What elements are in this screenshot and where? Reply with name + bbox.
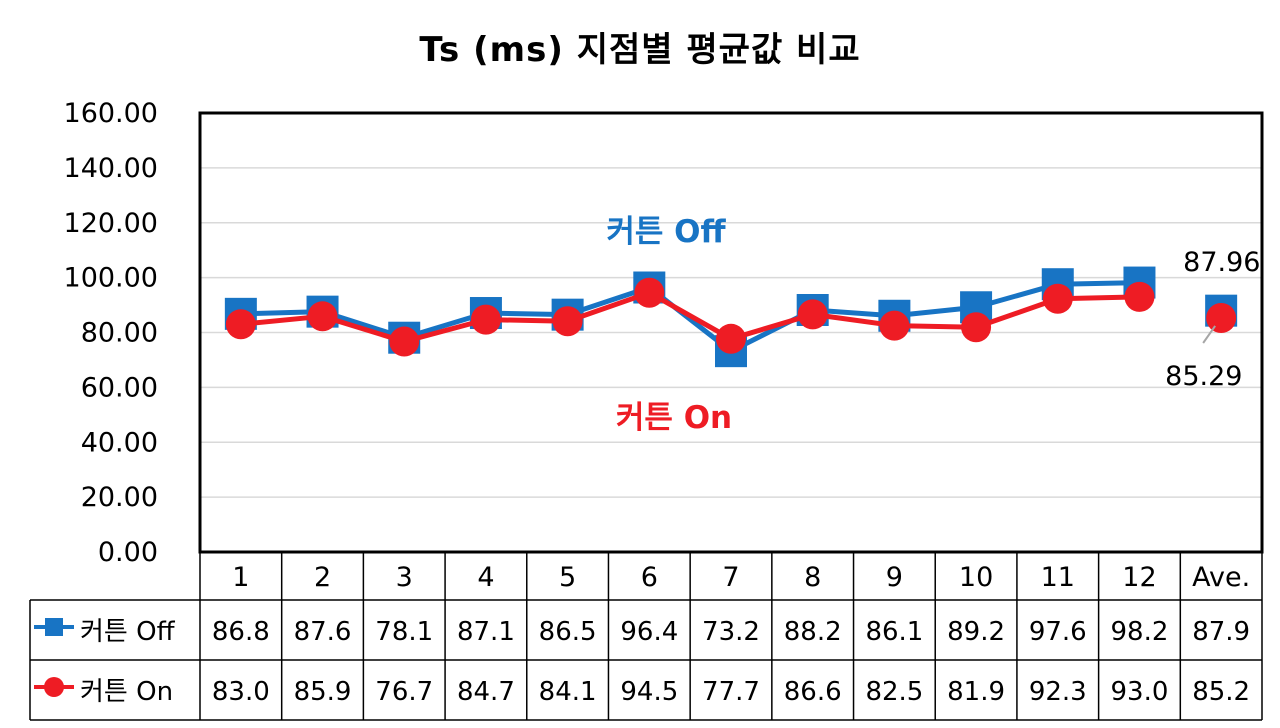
y-tick-label: 0.00 <box>98 537 158 568</box>
x-tick-label: 3 <box>396 562 413 593</box>
table-cell-value: 89.2 <box>947 617 1005 647</box>
data-point-marker <box>1124 281 1155 312</box>
data-point-marker <box>307 301 338 332</box>
chart-title: Ts (ms) 지점별 평균값 비교 <box>419 30 861 70</box>
y-tick-label: 60.00 <box>81 372 158 403</box>
x-tick-label: 8 <box>804 562 821 593</box>
legend-key-marker <box>45 618 63 636</box>
table-cell-value: 87.6 <box>294 617 352 647</box>
x-tick-label: 11 <box>1041 562 1075 593</box>
table-cell-value: 94.5 <box>620 677 678 707</box>
table-cell-value: 87.1 <box>457 617 515 647</box>
table-cell-value: 96.4 <box>620 617 678 647</box>
x-tick-label: 12 <box>1122 562 1156 593</box>
y-tick-label: 80.00 <box>81 318 158 349</box>
data-point-marker <box>797 299 828 330</box>
data-point-marker <box>225 309 256 340</box>
table-cell-value: 84.1 <box>539 677 597 707</box>
x-tick-label: 6 <box>641 562 658 593</box>
table-cell-value: 88.2 <box>784 617 842 647</box>
series-tag-curtain-on: 커튼 On <box>616 400 732 436</box>
series-curtain-on <box>225 277 1237 357</box>
table-cell-value: 97.6 <box>1029 617 1087 647</box>
data-point-marker <box>470 304 501 335</box>
table-cell-value: 86.1 <box>865 617 923 647</box>
data-point-marker <box>879 310 910 341</box>
table-cell-value: 73.2 <box>702 617 760 647</box>
x-tick-label: 7 <box>722 562 739 593</box>
table-cell-value: 86.6 <box>784 677 842 707</box>
series-tag-curtain-off: 커튼 Off <box>606 214 726 250</box>
legend-key-marker <box>44 677 64 697</box>
data-table: 1 2 3 4 5 6 7 8 9 10 11 12 Ave.커튼 Off 86.8 87.6 78.1 87.… <box>29 552 1263 721</box>
x-tick-label: Ave. <box>1192 562 1250 593</box>
table-cell-value: 86.8 <box>212 617 270 647</box>
x-tick-label: 9 <box>886 562 903 593</box>
plot-area-frame <box>198 111 1264 554</box>
data-point-marker <box>716 323 746 354</box>
data-point-marker <box>961 312 992 343</box>
table-cell-value: 85.2 <box>1192 677 1250 707</box>
table-cell-value: 92.3 <box>1029 677 1087 707</box>
y-tick-label: 160.00 <box>64 98 158 129</box>
data-point-marker <box>1206 302 1237 333</box>
x-tick-label: 10 <box>959 562 993 593</box>
data-point-marker <box>1042 283 1073 314</box>
x-tick-label: 1 <box>232 562 249 593</box>
legend-entry-label: 커튼 Off <box>80 617 176 647</box>
y-tick-label: 20.00 <box>81 482 158 513</box>
table-cell-value: 86.5 <box>539 617 597 647</box>
table-cell-value: 78.1 <box>375 617 433 647</box>
legend-entry-label: 커튼 On <box>80 677 173 707</box>
table-cell-value: 87.9 <box>1192 617 1250 647</box>
y-axis-tick-labels: 0.00 20.00 40.00 60.00 80.00 100.00 120.00 140.… <box>64 98 158 568</box>
table-cell-value: 85.9 <box>294 677 352 707</box>
data-point-marker <box>552 306 583 337</box>
y-tick-label: 100.00 <box>64 263 158 294</box>
data-point-marker <box>634 277 665 308</box>
y-tick-label: 120.00 <box>64 208 158 239</box>
table-cell-value: 93.0 <box>1111 677 1169 707</box>
annotation-ave-off: 87.96 <box>1183 247 1260 278</box>
table-cell-value: 81.9 <box>947 677 1005 707</box>
table-cell-value: 82.5 <box>865 677 923 707</box>
table-cell-value: 84.7 <box>457 677 515 707</box>
table-cell-value: 98.2 <box>1111 617 1169 647</box>
annotations: 커튼 Off 커튼 On 87.96 85.29 <box>606 214 1260 436</box>
x-tick-label: 4 <box>477 562 494 593</box>
table-cell-value: 83.0 <box>212 677 270 707</box>
data-point-marker <box>389 326 420 357</box>
series-group <box>224 266 1238 368</box>
y-tick-label: 40.00 <box>81 427 158 458</box>
x-tick-label: 5 <box>559 562 576 593</box>
table-cell-value: 76.7 <box>375 677 433 707</box>
x-tick-label: 2 <box>314 562 331 593</box>
annotation-ave-on: 85.29 <box>1165 361 1242 392</box>
y-tick-label: 140.00 <box>64 153 158 184</box>
annotation-leader-line <box>1202 325 1216 344</box>
table-cell-value: 77.7 <box>702 677 760 707</box>
